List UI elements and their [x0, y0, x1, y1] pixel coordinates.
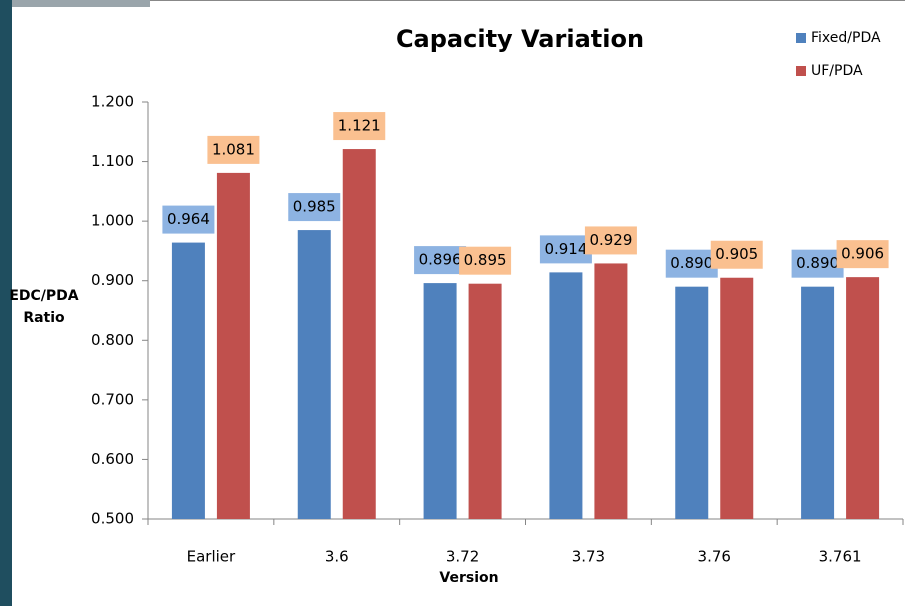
legend-label: Fixed/PDA: [811, 30, 881, 46]
bar: [468, 283, 502, 519]
y-axis-label: EDC/PDA: [9, 288, 78, 304]
y-tick-label: 0.500: [91, 510, 134, 528]
y-tick-label: 1.200: [91, 93, 134, 111]
value-label: 1.081: [212, 140, 255, 158]
bar: [801, 286, 835, 519]
value-label-box: [710, 240, 763, 269]
value-label-box: [162, 205, 215, 234]
bar: [675, 286, 709, 519]
value-label: 0.929: [589, 231, 632, 249]
value-label: 0.890: [796, 254, 839, 272]
x-axis-label: Version: [439, 570, 498, 586]
x-tick-label: 3.761: [819, 548, 862, 566]
value-label-box: [836, 240, 889, 269]
y-tick-label: 0.600: [91, 450, 134, 468]
value-label: 0.905: [715, 245, 758, 263]
bar: [720, 277, 754, 519]
value-label-box: [333, 112, 386, 141]
legend-swatch: [796, 66, 806, 76]
value-label-box: [414, 246, 467, 275]
value-label-box: [459, 246, 512, 275]
y-axis-label: Ratio: [23, 310, 65, 326]
value-label-box: [584, 226, 637, 255]
corner-decoration: [12, 0, 150, 7]
value-label: 0.914: [544, 240, 587, 258]
bar: [297, 230, 331, 520]
y-tick-label: 0.800: [91, 331, 134, 349]
bar: [216, 172, 250, 519]
bar: [171, 242, 205, 520]
y-tick-label: 1.000: [91, 212, 134, 230]
legend-swatch: [796, 33, 806, 43]
x-tick-label: Earlier: [187, 548, 236, 566]
value-label: 0.890: [670, 254, 713, 272]
x-tick-label: 3.72: [446, 548, 479, 566]
value-label: 1.121: [338, 117, 381, 135]
y-tick-label: 0.900: [91, 271, 134, 289]
x-tick-label: 3.6: [325, 548, 349, 566]
value-label: 0.906: [841, 245, 884, 263]
value-label-box: [665, 249, 718, 278]
side-strip: [0, 0, 12, 606]
legend-label: UF/PDA: [811, 63, 863, 79]
x-tick-label: 3.73: [572, 548, 605, 566]
chart-title: Capacity Variation: [396, 25, 644, 53]
y-tick-label: 1.100: [91, 152, 134, 170]
value-label-box: [207, 135, 260, 164]
bar: [549, 272, 583, 519]
value-label: 0.964: [167, 210, 210, 228]
value-label: 0.985: [293, 198, 336, 216]
bar: [594, 263, 628, 519]
bar: [342, 149, 376, 519]
value-label-box: [288, 193, 341, 222]
value-label: 0.896: [419, 251, 462, 269]
y-tick-label: 0.700: [91, 390, 134, 408]
x-tick-label: 3.76: [698, 548, 731, 566]
bar: [423, 283, 457, 519]
value-label-box: [791, 249, 844, 278]
value-label-box: [539, 235, 592, 264]
bar: [846, 277, 880, 519]
value-label: 0.895: [464, 251, 507, 269]
